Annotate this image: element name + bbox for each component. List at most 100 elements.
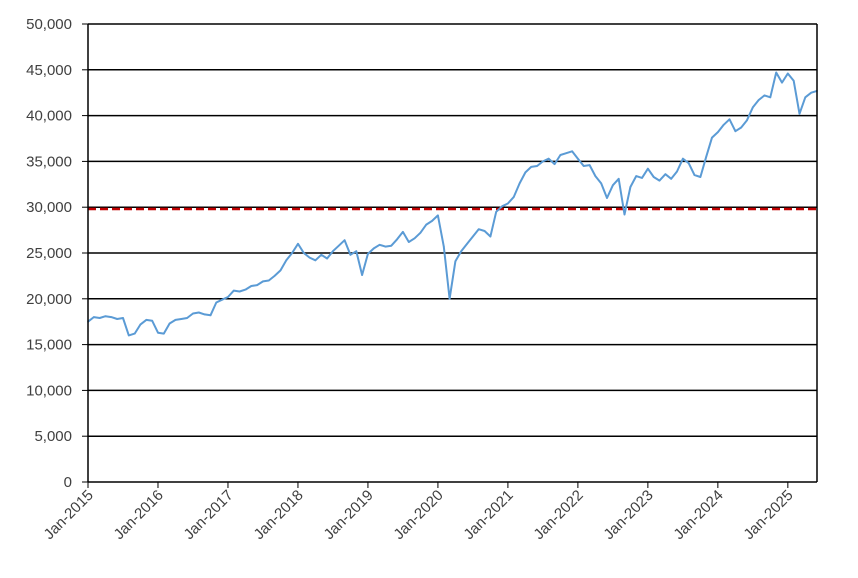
y-tick-label: 20,000 — [26, 291, 72, 308]
data-point — [233, 289, 235, 292]
data-point — [431, 220, 433, 222]
data-point — [623, 213, 626, 216]
data-point — [507, 202, 509, 205]
data-point — [787, 72, 789, 75]
data-point — [262, 280, 264, 283]
data-point — [402, 231, 404, 233]
data-point — [717, 131, 719, 133]
data-point — [163, 332, 165, 335]
data-point — [343, 239, 346, 241]
data-point — [413, 237, 416, 240]
data-point — [314, 259, 317, 262]
data-point — [308, 256, 311, 259]
data-point — [378, 244, 381, 246]
data-point — [536, 165, 538, 167]
data-point — [781, 81, 783, 84]
data-point — [670, 178, 672, 180]
data-point — [647, 167, 649, 170]
data-point — [477, 228, 480, 230]
data-point — [740, 126, 742, 129]
data-point — [553, 163, 556, 165]
data-point — [396, 238, 398, 241]
data-point — [192, 312, 194, 315]
data-point — [448, 298, 451, 300]
data-point — [285, 259, 288, 262]
data-point — [425, 223, 428, 226]
data-point — [565, 152, 567, 154]
data-point — [728, 118, 731, 121]
data-point — [606, 197, 608, 199]
data-point — [792, 80, 795, 82]
data-point — [489, 235, 492, 238]
data-point — [116, 318, 118, 320]
data-point — [460, 250, 463, 252]
data-point — [658, 179, 661, 182]
data-point — [763, 94, 766, 97]
data-point — [291, 252, 293, 254]
data-point — [104, 315, 107, 318]
data-point — [769, 96, 772, 99]
data-point — [571, 150, 573, 153]
data-point — [722, 124, 725, 126]
data-point — [629, 186, 632, 188]
data-point — [110, 316, 113, 318]
data-point — [256, 284, 258, 286]
data-point — [682, 157, 684, 160]
data-point — [454, 260, 457, 263]
data-point — [641, 177, 643, 179]
data-point — [221, 298, 223, 301]
data-point — [203, 313, 206, 316]
data-point — [495, 211, 498, 213]
data-point — [734, 130, 737, 132]
series-group — [87, 71, 818, 337]
data-point — [250, 285, 253, 287]
data-point — [227, 296, 229, 298]
data-point — [338, 244, 340, 247]
data-point — [373, 247, 375, 250]
gridlines — [82, 23, 817, 483]
data-point — [559, 154, 562, 156]
data-point — [437, 214, 439, 217]
data-point — [676, 170, 678, 173]
data-point — [355, 250, 358, 252]
y-tick-label: 15,000 — [26, 337, 72, 354]
data-point — [699, 176, 702, 178]
data-point — [268, 279, 270, 282]
data-point — [635, 175, 637, 177]
data-point — [664, 173, 667, 175]
data-point — [518, 182, 521, 185]
data-point — [145, 319, 148, 321]
y-tick-label: 10,000 — [26, 382, 72, 399]
data-point — [588, 164, 591, 166]
data-point — [443, 245, 445, 248]
data-point — [693, 174, 696, 176]
y-tick-label: 0 — [64, 474, 72, 491]
data-point — [547, 157, 550, 160]
data-point — [652, 176, 655, 178]
data-point — [367, 253, 369, 255]
data-point — [186, 317, 188, 319]
y-tick-label: 5,000 — [34, 428, 72, 445]
data-point — [617, 178, 620, 180]
data-point — [757, 99, 760, 101]
data-point — [279, 269, 282, 272]
data-point — [215, 301, 218, 304]
data-point — [612, 184, 614, 186]
data-point — [705, 156, 707, 158]
y-tick-label: 45,000 — [26, 62, 72, 79]
data-point — [798, 113, 801, 115]
data-point — [209, 314, 212, 317]
data-point — [128, 334, 130, 337]
plot-frame — [87, 24, 818, 488]
data-point — [168, 322, 171, 325]
data-point — [746, 119, 748, 121]
data-point — [157, 331, 159, 334]
data-point — [273, 275, 276, 277]
y-tick-label: 25,000 — [26, 245, 72, 262]
data-point — [390, 244, 393, 247]
data-point — [174, 319, 177, 321]
data-point — [332, 250, 334, 252]
data-point — [122, 317, 124, 319]
data-point — [244, 288, 247, 291]
